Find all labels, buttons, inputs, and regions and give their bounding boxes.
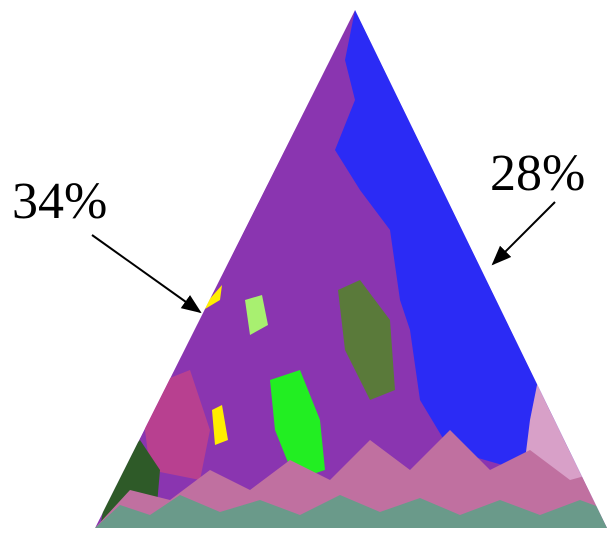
annotation-right: 28% — [490, 145, 585, 202]
arrow-left — [91, 234, 202, 314]
grain-map — [95, 10, 607, 528]
arrow-right — [491, 201, 556, 266]
annotation-left: 34% — [12, 173, 107, 230]
